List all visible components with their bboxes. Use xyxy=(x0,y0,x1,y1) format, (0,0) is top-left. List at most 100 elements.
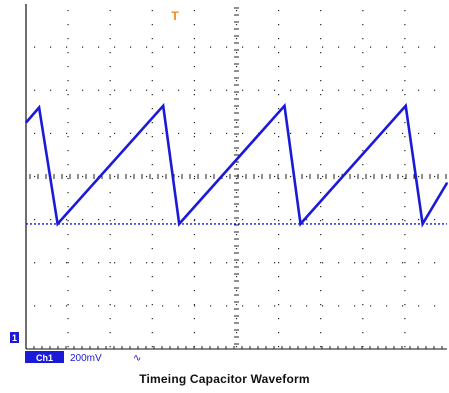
grid-dot xyxy=(404,122,406,124)
grid-dot xyxy=(34,132,36,134)
grid-dot xyxy=(235,164,238,166)
grid-dot xyxy=(109,346,111,348)
grid-dot xyxy=(178,175,180,178)
grid-dot xyxy=(109,304,111,306)
grid-dot xyxy=(362,304,364,306)
grid-dot xyxy=(362,10,364,12)
grid-dot xyxy=(235,38,238,40)
grid-dot xyxy=(278,304,280,306)
grid-dot xyxy=(418,89,420,91)
series-point xyxy=(56,223,59,225)
grid-dot xyxy=(151,234,153,236)
grid-dot xyxy=(151,304,153,306)
grid-dot xyxy=(67,346,69,348)
grid-dot xyxy=(404,318,406,320)
grid-dot xyxy=(67,150,69,152)
grid-dot xyxy=(338,262,340,264)
grid-dot xyxy=(210,46,212,48)
grid-dot xyxy=(404,248,406,250)
channel-scale: 200mV xyxy=(70,353,102,364)
grid-dot xyxy=(210,175,212,178)
grid-dot xyxy=(320,220,322,222)
grid-dot xyxy=(193,80,195,82)
grid-dot xyxy=(278,24,280,26)
grid-dot xyxy=(151,164,153,166)
grid-dot xyxy=(193,24,195,26)
grid-dot xyxy=(322,305,324,307)
grid-dot xyxy=(226,305,228,307)
grid-dot xyxy=(193,234,195,236)
grid-dot xyxy=(50,219,52,221)
grid-dot xyxy=(67,220,69,222)
grid-dot xyxy=(50,262,52,264)
grid-dot xyxy=(109,332,111,334)
grid-dot xyxy=(151,10,153,12)
grid-dot xyxy=(306,46,308,48)
grid-dot xyxy=(151,52,153,54)
grid-dot xyxy=(193,150,195,152)
grid-dot xyxy=(404,52,406,54)
grid-dot xyxy=(162,89,164,91)
grid-dot xyxy=(130,175,132,178)
grid-dot xyxy=(278,220,280,222)
grid-dot xyxy=(193,164,195,166)
grid-dot xyxy=(50,132,52,134)
grid-dot xyxy=(362,178,364,180)
grid-dot xyxy=(362,248,364,250)
grid-dot xyxy=(194,305,196,307)
grid-dot xyxy=(290,89,292,91)
grid-dot xyxy=(386,89,388,91)
grid-dot xyxy=(67,66,69,68)
grid-dot xyxy=(235,52,238,54)
grid-dot xyxy=(226,262,228,264)
grid-dot xyxy=(306,89,308,91)
grid-dot xyxy=(66,219,68,221)
grid-dot xyxy=(242,175,244,178)
grid-dot xyxy=(82,262,84,264)
series-line-0 xyxy=(25,102,449,228)
grid-dot xyxy=(114,305,116,307)
grid-dot xyxy=(178,89,180,91)
grid-dot xyxy=(194,219,196,221)
grid-dot xyxy=(402,89,404,91)
grid-dot xyxy=(404,80,406,82)
grid-dot xyxy=(434,219,436,221)
grid-dot xyxy=(34,219,36,221)
grid-dot xyxy=(98,132,100,134)
grid-dot xyxy=(193,192,195,194)
grid-dot xyxy=(278,234,280,236)
grid-dot xyxy=(235,10,238,12)
grid-dot xyxy=(278,164,280,166)
series-point xyxy=(283,104,286,107)
grid-dot xyxy=(67,178,69,180)
grid-dot xyxy=(404,164,406,166)
grid-dot xyxy=(151,108,153,110)
grid-dot xyxy=(151,150,153,152)
waveform-trace xyxy=(25,102,449,228)
grid-dot xyxy=(82,132,84,134)
grid-dot xyxy=(290,132,292,134)
grid-dot xyxy=(162,219,164,221)
grid-dot xyxy=(34,305,36,307)
grid-dot xyxy=(404,94,406,96)
grid-dot xyxy=(109,150,111,152)
grid-dot xyxy=(320,318,322,320)
grid-dot xyxy=(322,262,324,264)
grid-dot xyxy=(235,108,238,110)
grid-dot xyxy=(404,304,406,306)
grid-dot xyxy=(418,132,420,134)
grid-dot xyxy=(194,46,196,48)
grid-dot xyxy=(320,24,322,26)
grid-dot xyxy=(193,108,195,110)
grid-dot xyxy=(193,52,195,54)
grid-dot xyxy=(226,175,228,178)
grid-dot xyxy=(109,52,111,54)
grid-dot xyxy=(34,89,36,91)
grid-dot xyxy=(109,276,111,278)
grid-dot xyxy=(278,10,280,12)
grid-dot xyxy=(235,248,238,250)
grid-dot xyxy=(151,346,153,348)
grid-dot xyxy=(370,132,372,134)
grid-dot xyxy=(210,305,212,307)
grid-dot xyxy=(235,206,238,208)
